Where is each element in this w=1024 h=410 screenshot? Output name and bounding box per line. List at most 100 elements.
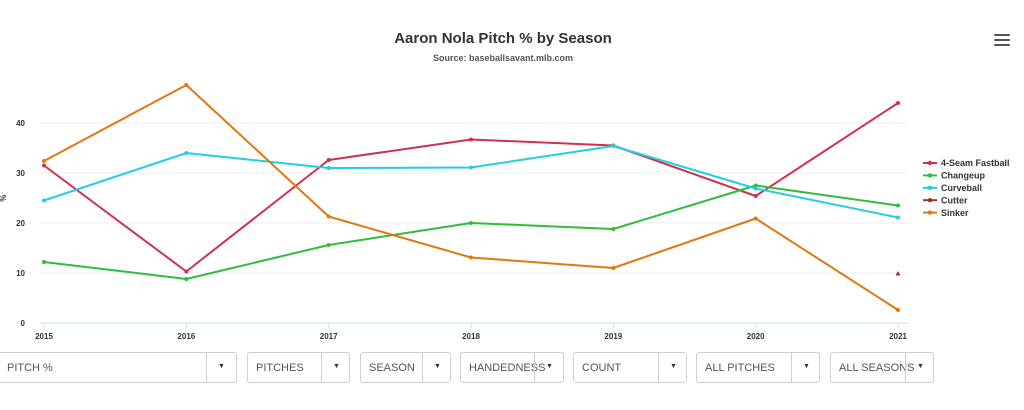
axis-layer: 2015 2016 2017 2018 2019 2020 2021 bbox=[35, 323, 907, 341]
caret-down-icon: ▼ bbox=[670, 363, 677, 370]
x-tick-label: 2017 bbox=[320, 332, 338, 341]
data-point[interactable] bbox=[896, 215, 900, 220]
data-point[interactable] bbox=[895, 271, 901, 276]
series-line[interactable] bbox=[43, 145, 899, 219]
legend-label: Curveball bbox=[941, 183, 982, 193]
pitches-select[interactable]: PITCHES ▼ bbox=[247, 352, 350, 383]
caret-down-icon: ▼ bbox=[917, 363, 924, 370]
data-point[interactable] bbox=[896, 101, 900, 105]
series-sinker[interactable] bbox=[42, 83, 900, 312]
hamburger-menu-icon bbox=[994, 34, 1010, 36]
data-point[interactable] bbox=[753, 194, 758, 198]
y-tick-label: 30 bbox=[16, 169, 25, 178]
legend-label: Sinker bbox=[941, 208, 969, 218]
x-tick-label: 2015 bbox=[35, 332, 53, 341]
legend-item[interactable]: 4-Seam Fastball bbox=[923, 158, 1010, 168]
data-point[interactable] bbox=[184, 83, 189, 87]
x-tick-label: 2016 bbox=[177, 332, 195, 341]
dropdown-divider bbox=[206, 353, 207, 382]
data-point[interactable] bbox=[42, 260, 46, 264]
series-line[interactable] bbox=[43, 184, 899, 280]
legend-item[interactable]: Curveball bbox=[923, 183, 982, 193]
legend-item[interactable]: Sinker bbox=[923, 208, 969, 218]
data-point[interactable] bbox=[611, 266, 616, 270]
data-point[interactable] bbox=[753, 186, 758, 191]
legend-marker bbox=[927, 210, 933, 215]
data-point[interactable] bbox=[42, 198, 46, 203]
data-point[interactable] bbox=[326, 243, 331, 247]
pitches-select-value: PITCHES bbox=[256, 362, 304, 374]
legend-item[interactable]: Cutter bbox=[923, 195, 968, 205]
metric-select[interactable]: PITCH % ▼ bbox=[0, 352, 237, 383]
data-point[interactable] bbox=[42, 159, 46, 163]
chart-menu-button[interactable] bbox=[994, 34, 1010, 48]
data-point[interactable] bbox=[753, 183, 758, 188]
handedness-select-value: HANDEDNESS bbox=[469, 362, 546, 374]
series-layer bbox=[42, 83, 901, 312]
y-tick-label: 20 bbox=[16, 219, 25, 228]
series-line[interactable] bbox=[43, 84, 899, 311]
x-tick-label: 2018 bbox=[462, 332, 480, 341]
dropdown-divider bbox=[905, 353, 906, 382]
legend: 4-Seam Fastball Changeup Curveball Cutter Si… bbox=[923, 158, 1010, 218]
series-cutter[interactable] bbox=[895, 271, 901, 276]
chart-subtitle: Source: baseballsavant.mlb.com bbox=[433, 53, 573, 63]
caret-down-icon: ▼ bbox=[803, 363, 810, 370]
season-select[interactable]: SEASON ▼ bbox=[360, 352, 451, 383]
y-tick-label: 10 bbox=[16, 269, 25, 278]
data-point[interactable] bbox=[753, 216, 758, 221]
series-curveball[interactable] bbox=[42, 144, 900, 220]
legend-label: 4-Seam Fastball bbox=[941, 158, 1010, 168]
data-point[interactable] bbox=[896, 203, 900, 208]
legend-marker bbox=[927, 185, 933, 190]
chart-title: Aaron Nola Pitch % by Season bbox=[394, 30, 612, 47]
data-point[interactable] bbox=[184, 277, 189, 281]
metric-select-value: PITCH % bbox=[7, 362, 53, 374]
seasons-range-select-value: ALL SEASONS bbox=[839, 362, 915, 374]
data-point[interactable] bbox=[469, 137, 473, 142]
caret-down-icon: ▼ bbox=[333, 363, 340, 370]
data-point[interactable] bbox=[469, 221, 473, 225]
x-tick-label: 2021 bbox=[889, 332, 907, 341]
data-point[interactable] bbox=[42, 163, 46, 168]
y-axis-title: % bbox=[0, 194, 8, 201]
data-point[interactable] bbox=[326, 158, 331, 162]
data-point[interactable] bbox=[469, 165, 473, 170]
data-point[interactable] bbox=[184, 151, 189, 155]
data-point[interactable] bbox=[326, 214, 331, 219]
count-select[interactable]: COUNT ▼ bbox=[573, 352, 687, 383]
dropdown-divider bbox=[321, 353, 322, 382]
x-tick-label: 2019 bbox=[604, 332, 622, 341]
dropdown-divider bbox=[658, 353, 659, 382]
dropdown-divider bbox=[422, 353, 423, 382]
caret-down-icon: ▼ bbox=[434, 363, 441, 370]
data-point[interactable] bbox=[611, 144, 616, 148]
hamburger-menu-icon-bar bbox=[994, 39, 1010, 41]
caret-down-icon: ▼ bbox=[218, 363, 225, 370]
data-point[interactable] bbox=[611, 227, 616, 231]
line-chart: Aaron Nola Pitch % by Season Source: bas… bbox=[0, 30, 1010, 341]
legend-label: Changeup bbox=[941, 171, 986, 181]
y-tick-label: 40 bbox=[16, 119, 25, 128]
legend-marker bbox=[927, 160, 933, 166]
y-tick-label: 0 bbox=[21, 319, 26, 328]
dropdown-divider bbox=[534, 353, 535, 382]
data-point[interactable] bbox=[896, 308, 900, 312]
legend-marker bbox=[927, 173, 933, 178]
seasons-range-select[interactable]: ALL SEASONS ▼ bbox=[830, 352, 934, 383]
data-point[interactable] bbox=[326, 166, 331, 170]
dropdown-divider bbox=[791, 353, 792, 382]
handedness-select[interactable]: HANDEDNESS ▼ bbox=[460, 352, 564, 383]
pitch-type-select[interactable]: ALL PITCHES ▼ bbox=[696, 352, 820, 383]
caret-down-icon: ▼ bbox=[546, 363, 553, 370]
legend-item[interactable]: Changeup bbox=[923, 171, 986, 181]
count-select-value: COUNT bbox=[582, 362, 622, 374]
x-tick-label: 2020 bbox=[747, 332, 765, 341]
series-changeup[interactable] bbox=[42, 183, 900, 282]
data-point[interactable] bbox=[184, 269, 189, 274]
hamburger-menu-icon-bar bbox=[994, 44, 1010, 46]
season-select-value: SEASON bbox=[369, 362, 415, 374]
pitch-type-select-value: ALL PITCHES bbox=[705, 362, 775, 374]
legend-marker bbox=[927, 198, 933, 203]
data-point[interactable] bbox=[469, 255, 473, 260]
